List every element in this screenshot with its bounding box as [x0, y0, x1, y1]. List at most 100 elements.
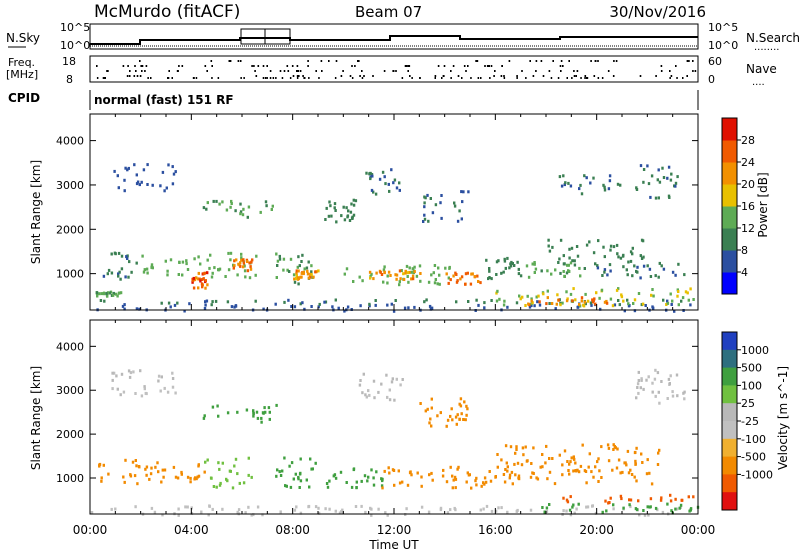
range-gate-cell — [283, 300, 286, 304]
range-gate-cell — [136, 482, 139, 486]
range-gate-cell — [455, 280, 459, 284]
range-gate-cell — [250, 513, 253, 517]
freq-mark — [529, 60, 531, 62]
range-gate-cell — [619, 183, 622, 187]
range-gate-cell — [495, 273, 498, 276]
range-gate-cell — [562, 509, 565, 513]
range-gate-cell — [456, 413, 459, 417]
range-gate-cell — [401, 378, 404, 381]
range-gate-cell — [692, 298, 695, 301]
range-gate-cell — [625, 463, 628, 467]
freq-mark — [168, 70, 170, 72]
range-gate-cell — [656, 178, 659, 182]
range-gate-cell — [300, 260, 303, 263]
range-gate-cell — [452, 274, 455, 278]
freq-mark — [298, 75, 300, 77]
range-gate-cell — [647, 375, 650, 379]
range-gate-cell — [100, 292, 103, 296]
freq-mark — [692, 60, 694, 62]
range-gate-cell — [405, 507, 408, 511]
range-gate-cell — [467, 300, 470, 303]
range-gate-cell — [361, 279, 364, 283]
range-gate-cell — [230, 202, 233, 205]
range-gate-cell — [473, 275, 477, 279]
range-gate-cell — [260, 420, 263, 424]
freq-mark — [457, 75, 460, 77]
range-gate-cell — [393, 398, 396, 402]
freq-mark — [404, 65, 407, 67]
range-gate-cell — [410, 270, 413, 274]
range-gate-cell — [687, 298, 690, 302]
velocity-colorbar-segment — [722, 421, 737, 440]
freq-mark — [296, 65, 299, 67]
range-gate-cell — [640, 303, 643, 307]
freq-mark — [576, 70, 579, 72]
freq-mark — [660, 65, 663, 67]
range-gate-cell — [573, 457, 576, 461]
range-gate-cell — [386, 281, 389, 285]
range-gate-cell — [120, 372, 124, 376]
range-gate-cell — [243, 264, 246, 268]
range-gate-cell — [290, 461, 294, 465]
range-gate-cell — [515, 509, 518, 513]
range-gate-cell — [446, 418, 450, 422]
range-gate-cell — [545, 302, 548, 306]
freq-mark — [107, 70, 109, 72]
range-gate-cell — [460, 190, 463, 194]
range-gate-cell — [123, 307, 126, 311]
range-gate-cell — [370, 173, 374, 176]
range-gate-cell — [282, 268, 285, 272]
range-gate-cell — [388, 189, 391, 193]
range-gate-cell — [658, 261, 661, 265]
range-gate-cell — [359, 304, 362, 308]
range-gate-cell — [348, 219, 352, 222]
range-gate-cell — [383, 265, 386, 269]
nave-mark — [480, 77, 482, 79]
range-gate-cell — [140, 394, 144, 398]
range-gate-cell — [247, 505, 250, 509]
range-gate-cell — [602, 245, 605, 249]
freq-mark — [181, 65, 184, 67]
range-gate-cell — [135, 182, 139, 186]
range-gate-cell — [619, 471, 622, 475]
nave-mark — [682, 77, 684, 79]
range-gate-cell — [424, 196, 427, 200]
range-gate-cell — [479, 281, 482, 285]
nave-mark — [262, 77, 265, 79]
nave-mark — [334, 77, 337, 79]
range-gate-cell — [380, 382, 383, 386]
range-gate-cell — [419, 279, 422, 283]
nave-mark — [217, 77, 220, 79]
freq-mark — [96, 65, 98, 67]
range-gate-cell — [422, 220, 425, 223]
range-gate-cell — [479, 508, 482, 512]
range-gate-cell — [293, 508, 297, 512]
range-gate-cell — [657, 168, 660, 172]
range-gate-cell — [666, 176, 669, 180]
range-gate-cell — [398, 481, 402, 485]
range-gate-cell — [666, 299, 669, 303]
range-gate-cell — [423, 300, 426, 304]
range-gate-cell — [245, 408, 249, 412]
range-gate-cell — [299, 457, 302, 461]
freq-mark — [145, 65, 148, 67]
range-gate-cell — [237, 262, 240, 266]
freq-mark — [204, 65, 207, 67]
range-gate-cell — [633, 298, 637, 302]
range-gate-cell — [684, 290, 688, 294]
range-gate-cell — [606, 273, 609, 277]
range-gate-cell — [670, 303, 673, 306]
range-gate-cell — [496, 453, 499, 456]
range-gate-cell — [674, 181, 678, 185]
range-gate-cell — [453, 201, 456, 205]
range-gate-cell — [674, 273, 677, 277]
range-gate-cell — [649, 505, 652, 509]
freq-mark — [590, 60, 592, 62]
range-gate-cell — [127, 166, 130, 170]
range-gate-cell — [289, 257, 293, 261]
range-gate-cell — [554, 268, 557, 272]
range-gate-cell — [642, 509, 645, 512]
range-gate-cell — [114, 252, 117, 256]
range-gate-cell — [558, 453, 561, 457]
range-gate-cell — [310, 270, 313, 274]
